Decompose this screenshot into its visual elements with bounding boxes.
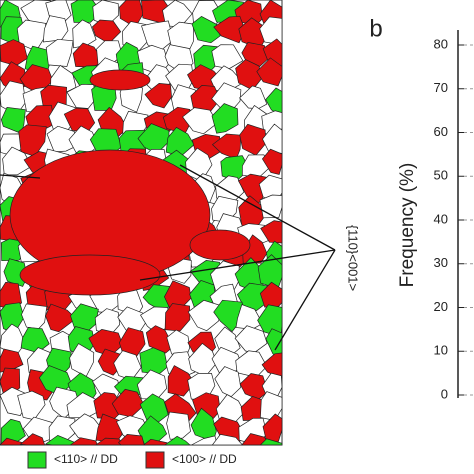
grain: [44, 435, 79, 446]
y-tick-label: 50: [434, 168, 448, 183]
grain: [46, 125, 76, 153]
grain: [241, 433, 270, 446]
grain: [256, 57, 283, 87]
grain: [261, 352, 283, 379]
grain: [191, 15, 221, 44]
grain: [189, 229, 251, 261]
y-tick-label: 30: [434, 255, 448, 270]
grain: [139, 347, 168, 375]
grain: [94, 437, 125, 446]
legend-label: <110> // DD: [54, 452, 118, 466]
ebsd-map: [0, 0, 283, 446]
grain: [236, 282, 268, 311]
grain: [19, 254, 161, 296]
grain: [191, 435, 218, 446]
grain: [167, 365, 195, 397]
y-tick-label: 80: [434, 36, 448, 51]
panel-label: b: [369, 15, 382, 42]
grain: [19, 433, 46, 446]
grain: [119, 83, 143, 113]
grain: [45, 303, 77, 333]
grain: [211, 103, 239, 134]
grain: [45, 38, 74, 67]
grain: [260, 220, 283, 244]
grain: [164, 303, 191, 332]
grain: [213, 15, 246, 44]
grain: [211, 434, 244, 446]
grain: [144, 83, 172, 109]
grain: [117, 434, 145, 446]
y-tick-label: 70: [434, 80, 448, 95]
grain: [262, 123, 283, 154]
grain: [262, 413, 283, 443]
legend-swatch: [27, 451, 47, 469]
y-tick-label: 60: [434, 124, 448, 139]
grain: [142, 438, 174, 446]
legend-label: <100> // DD: [172, 452, 237, 466]
y-axis-label: Frequency (%): [397, 163, 418, 288]
y-tick-label: 20: [434, 299, 448, 314]
grain: [145, 325, 174, 354]
grain: [2, 146, 32, 176]
y-tick-label: 40: [434, 211, 448, 226]
grain: [259, 438, 283, 446]
grain: [182, 107, 219, 135]
grain: [163, 435, 191, 446]
annotation: {110}<001>: [346, 225, 361, 291]
grain: [69, 437, 99, 446]
grain: [261, 148, 283, 175]
grain: [166, 411, 191, 440]
y-tick-label: 10: [434, 343, 448, 358]
grain: [89, 69, 151, 91]
arrows: [0, 164, 336, 351]
y-tick-label: 0: [441, 386, 448, 401]
legend: <110> // DD <100> // DD: [27, 451, 237, 469]
legend-swatch: [145, 451, 165, 469]
